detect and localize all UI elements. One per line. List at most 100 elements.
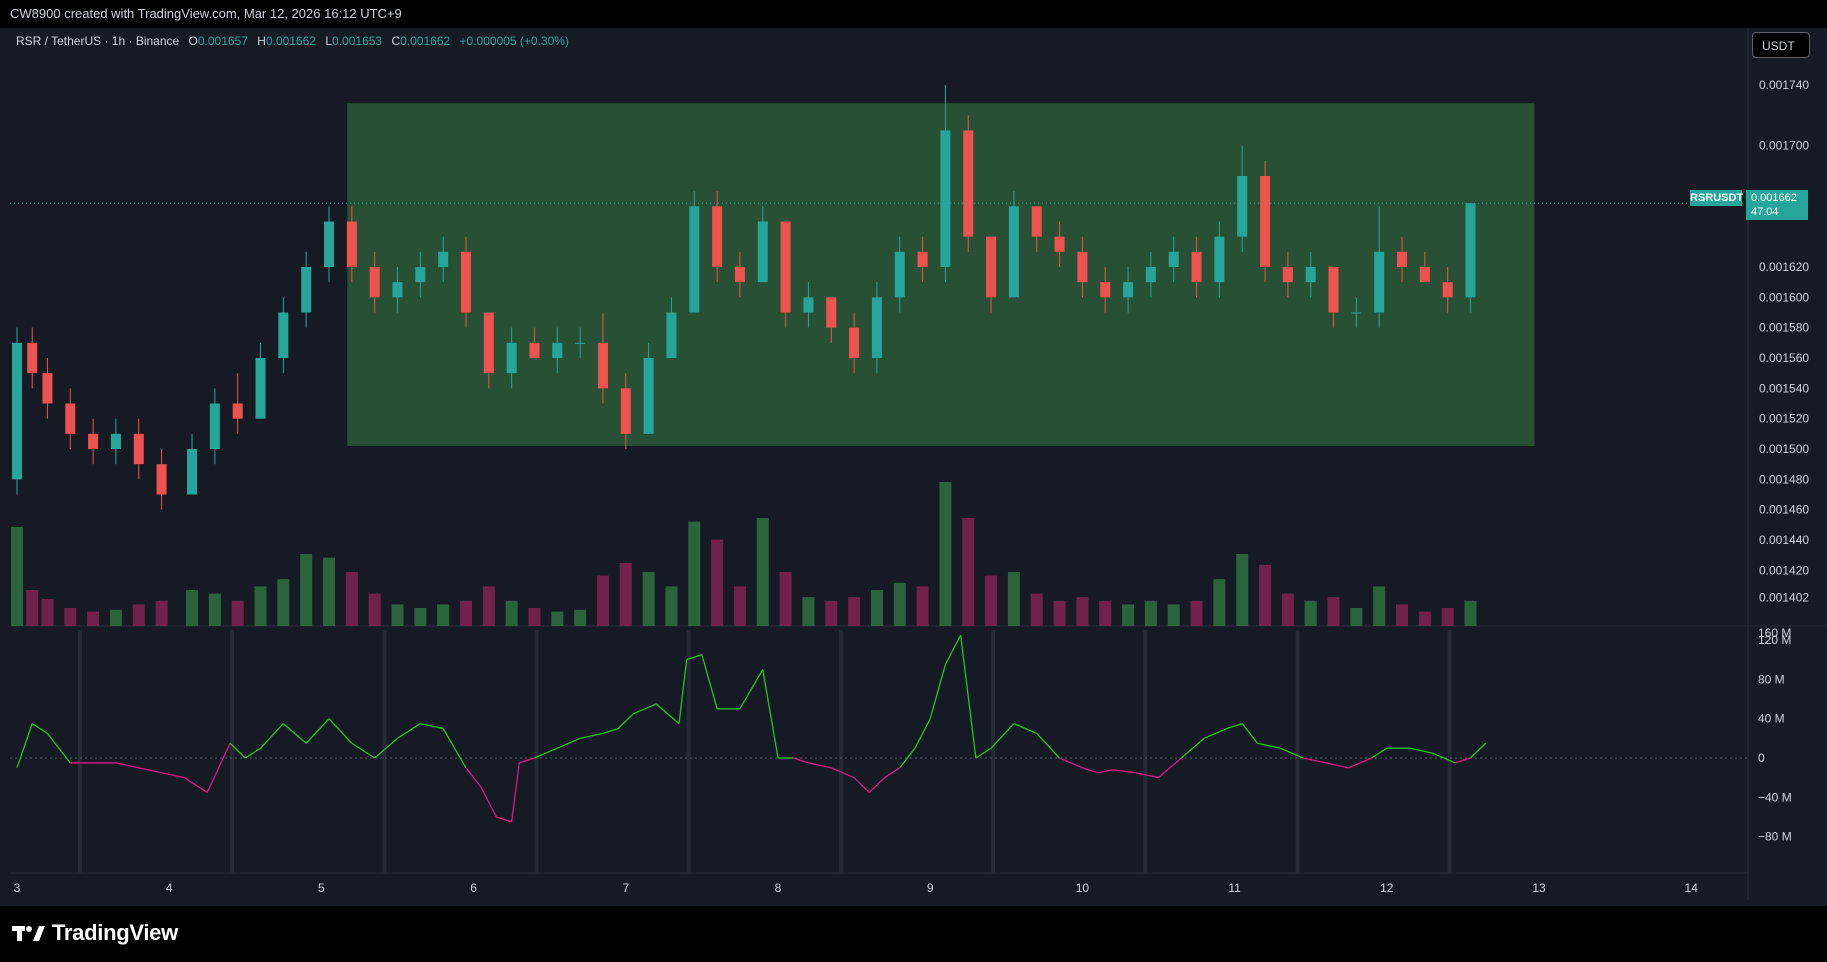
volume-bar [1418,611,1431,626]
tradingview-logo-icon [12,926,45,941]
candle-body [757,221,768,283]
oscillator-segment [853,777,870,793]
oscillator-segment [793,757,809,764]
time-axis-label: 9 [927,881,934,895]
oscillator-segment [868,777,885,793]
oscillator-segment [1135,772,1159,779]
volume-bar [277,579,290,626]
time-axis-label: 5 [318,881,325,895]
oscillator-segment [1203,727,1228,739]
candle-body [597,342,608,389]
oscillator-segment [1158,757,1182,779]
oscillator-segment [686,654,703,661]
volume-bar [87,611,100,626]
time-axis-label: 3 [14,881,21,895]
legend-open-label: O [188,34,198,48]
volume-bar [505,600,518,626]
volume-bar [1122,604,1135,626]
price-axis-label: 0.001420 [1759,563,1809,577]
brand-name: TradingView [52,920,178,945]
oscillator-segment [655,703,680,725]
oscillator-segment [1241,723,1258,744]
oscillator-segment [990,723,1015,749]
candle-body [1237,176,1248,237]
oscillator-segment [1036,732,1061,759]
volume-bar [186,590,199,626]
oscillator-axis-label: −40 M [1758,790,1792,804]
candle-body [415,267,426,283]
candle-body [1260,176,1271,267]
price-axis-label: 0.001440 [1759,533,1809,547]
candle-body [346,221,357,267]
oscillator-segment [1226,722,1243,730]
oscillator-segment [944,634,962,665]
oscillator-segment [1325,762,1349,769]
legend-symbol[interactable]: RSR / TetherUS · 1h · Binance [16,34,180,48]
oscillator-segment [351,742,376,759]
chart-canvas[interactable]: 0.001740 0.001700 0.001620 0.001600 0.001580… [0,28,1827,906]
legend-high-value: 0.001662 [265,34,317,48]
candle-body [803,297,814,313]
candle-body [1374,251,1385,313]
volume-bar [155,600,168,626]
candle-body [643,358,654,434]
volume-bar [231,600,244,626]
candle-body [940,130,951,267]
volume-bar [482,586,495,626]
volume-bar [1030,593,1043,626]
volume-bar [1099,600,1112,626]
oscillator-segment [1409,747,1433,754]
oscillator-segment [1470,742,1487,759]
volume-bar [825,600,838,626]
candle-body [666,312,677,358]
candle-body [65,403,76,434]
session-separator [534,630,539,873]
legend-low-value: 0.001653 [332,34,383,48]
candle-body [460,251,471,313]
candle-body [324,221,335,267]
oscillator-segment [557,737,581,749]
volume-bar [64,608,77,626]
volume-bar [802,597,815,626]
candle-body [1123,282,1134,298]
candle-body [780,221,791,313]
candle-body [506,342,517,374]
oscillator-segment [496,816,512,823]
oscillator-segment [161,772,185,779]
candle-body [255,358,266,419]
volume-bar [642,572,655,626]
session-separator [1143,630,1148,873]
session-separator [838,630,843,873]
volume-bar [1190,600,1203,626]
oscillator-segment [138,767,162,774]
oscillator-segment [229,742,246,759]
badge-countdown: 47:04 [1751,206,1779,218]
oscillator-segment [1180,737,1205,759]
time-axis-label: 10 [1076,881,1090,895]
oscillator-segment [1302,757,1327,764]
volume-bar [208,593,221,626]
oscillator-segment [959,635,977,759]
oscillator-segment [580,732,604,739]
volume-bar [300,554,313,626]
candle-body [894,251,905,298]
oscillator-segment [1112,769,1136,774]
currency-button[interactable]: USDT [1752,32,1810,58]
oscillator-segment [480,787,498,818]
oscillator-segment [633,703,657,715]
oscillator-segment [374,737,398,759]
candle-body [1100,282,1111,298]
oscillator-segment [46,733,71,764]
volume-bar [1213,579,1226,626]
volume-bar [1350,608,1363,626]
volume-bar [893,582,906,626]
oscillator-axis-label: 40 M [1758,712,1785,726]
candle-body [620,388,631,434]
candle-body [1077,251,1088,283]
volume-bar [756,518,769,626]
oscillator-segment [602,727,619,735]
volume-bar [688,521,701,626]
tradingview-logo[interactable]: TradingView [12,920,178,946]
candle-body [734,267,745,283]
oscillator-segment [31,723,48,734]
